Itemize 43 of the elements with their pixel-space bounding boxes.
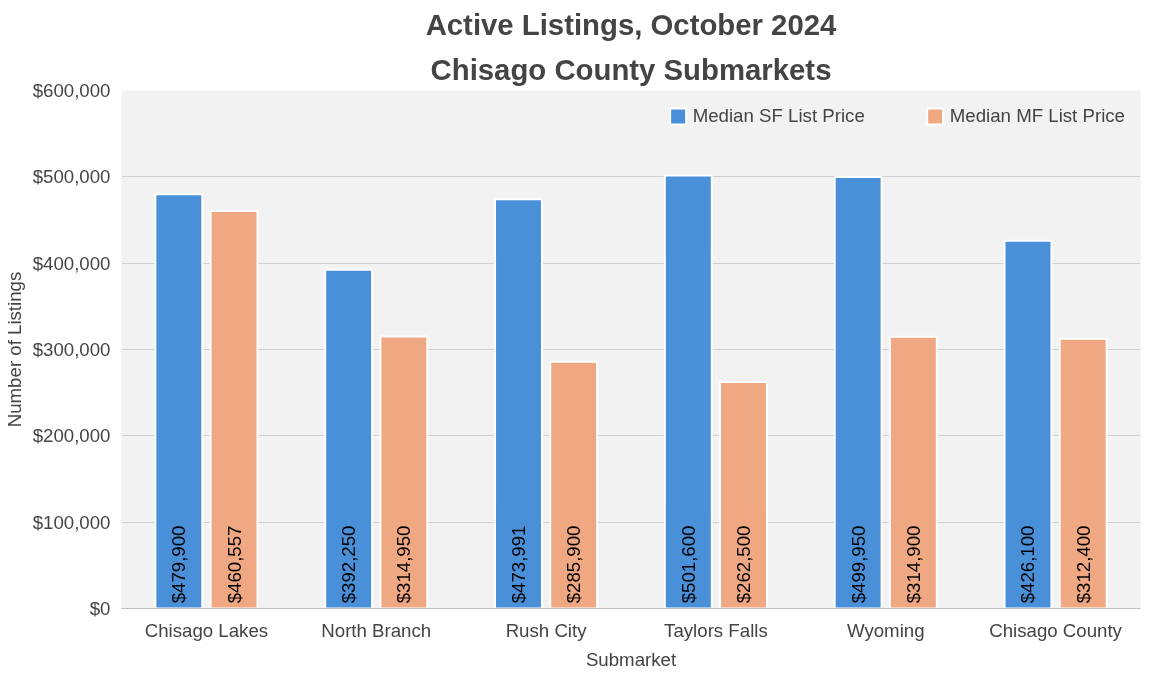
bar	[663, 174, 713, 609]
bar	[719, 380, 768, 609]
data-label: $312,400	[1072, 525, 1094, 604]
data-label: $501,600	[677, 525, 699, 604]
y-tick-label: $200,000	[32, 425, 111, 447]
data-label: $314,900	[902, 525, 924, 604]
data-label: $285,900	[563, 525, 585, 604]
x-tick-label: North Branch	[321, 619, 432, 641]
y-tick-label: $0	[89, 598, 111, 619]
y-axis-title: Number of Listings	[3, 271, 25, 428]
bar	[549, 360, 599, 609]
bar	[154, 193, 204, 609]
y-tick-label: $500,000	[32, 166, 111, 188]
x-tick-label: Taylors Falls	[664, 619, 768, 641]
data-label: $473,991	[507, 525, 529, 604]
bar	[324, 268, 374, 609]
data-label: $314,950	[393, 525, 415, 604]
x-tick-label: Chisago Lakes	[144, 619, 269, 641]
data-label: $499,950	[847, 525, 869, 604]
y-tick-label: $400,000	[32, 252, 111, 274]
data-label: $392,250	[338, 525, 360, 604]
bar	[494, 198, 543, 609]
legend-label: Median MF List Price	[949, 105, 1125, 127]
x-tick-label: Rush City	[505, 619, 588, 641]
bar	[209, 209, 259, 609]
bar	[888, 335, 938, 609]
bar	[1003, 239, 1053, 609]
data-label: $479,900	[168, 525, 190, 604]
bar	[1058, 337, 1108, 609]
y-tick-label: $600,000	[32, 80, 111, 101]
data-label: $426,100	[1017, 525, 1039, 604]
data-label: $460,557	[223, 525, 245, 604]
chart-subtitle: Chisago County Submarkets	[430, 52, 832, 86]
data-label: $262,500	[733, 525, 755, 604]
bar	[833, 175, 883, 609]
y-tick-label: $100,000	[32, 511, 111, 533]
x-tick-label: Wyoming	[846, 619, 925, 641]
legend-label: Median SF List Price	[692, 105, 865, 127]
chart-title: Active Listings, October 2024	[425, 7, 838, 41]
y-tick-label: $300,000	[32, 339, 111, 360]
x-tick-label: Chisago County	[989, 619, 1123, 641]
x-axis-title: Submarket	[585, 648, 677, 670]
bar	[379, 335, 429, 609]
